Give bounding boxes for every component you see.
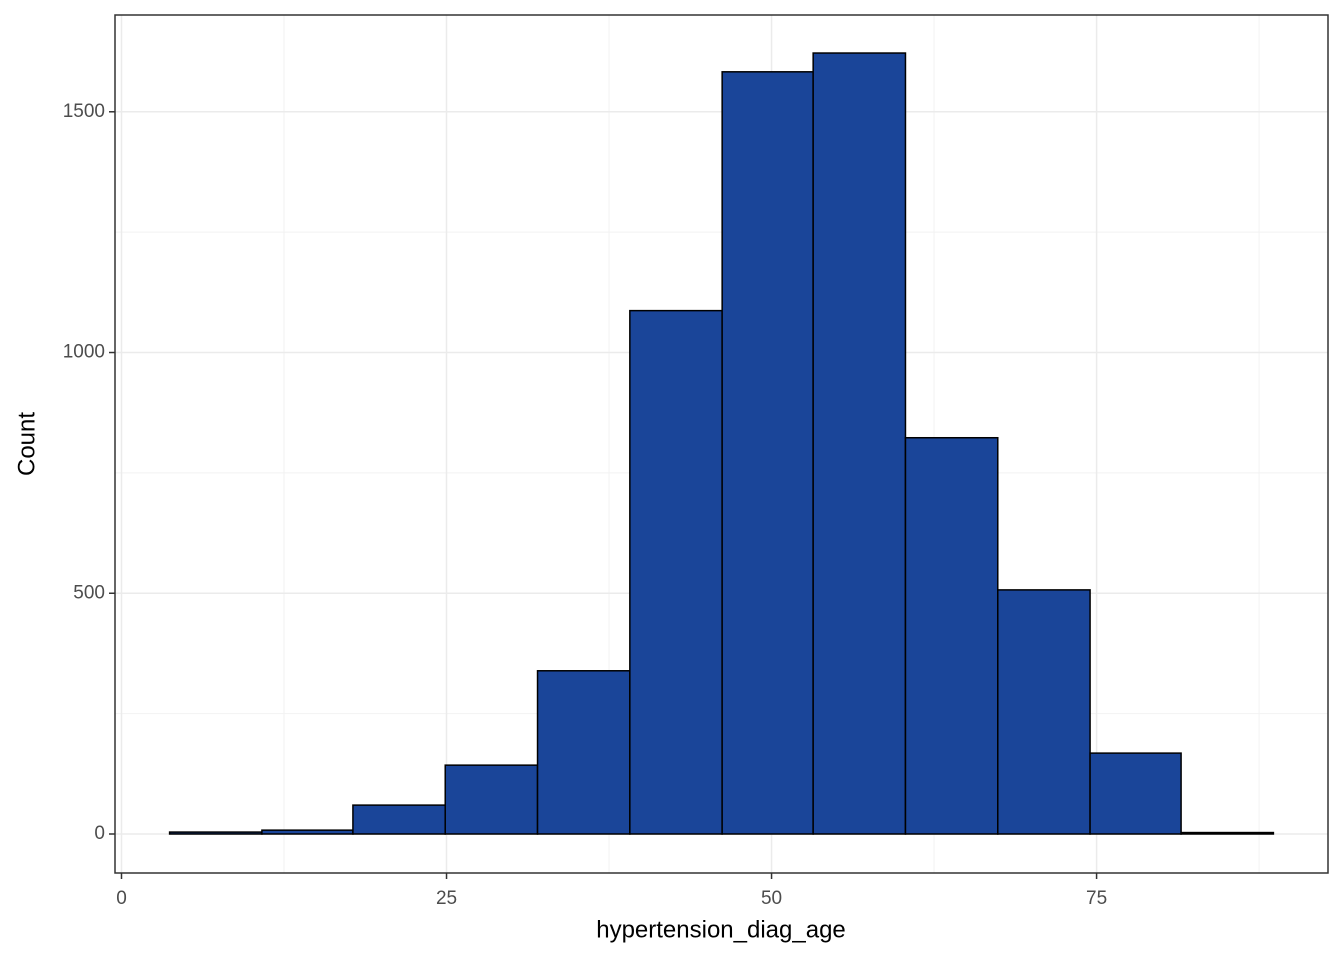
bar [1089, 752, 1182, 835]
bar [997, 589, 1091, 835]
y-tick-label: 500 [73, 582, 105, 603]
y-tick-label: 1500 [63, 101, 105, 122]
bar [444, 764, 539, 835]
y-tick-label: 1000 [63, 342, 105, 363]
bar [904, 436, 999, 835]
bar [352, 804, 446, 835]
bar [536, 670, 631, 835]
bar [812, 52, 907, 835]
x-tick-label: 75 [1086, 888, 1107, 909]
x-axis-title: hypertension_diag_age [596, 916, 846, 943]
x-tick-label: 25 [436, 888, 457, 909]
panel-border [114, 14, 1329, 874]
y-tick-label: 0 [94, 823, 105, 844]
x-tick-label: 50 [761, 888, 782, 909]
bar [261, 829, 354, 835]
bar [629, 309, 723, 835]
y-axis-title: Count [13, 412, 40, 476]
x-tick-label: 0 [116, 888, 127, 909]
bar [1180, 831, 1275, 835]
bar [168, 831, 263, 835]
bar [721, 71, 814, 835]
